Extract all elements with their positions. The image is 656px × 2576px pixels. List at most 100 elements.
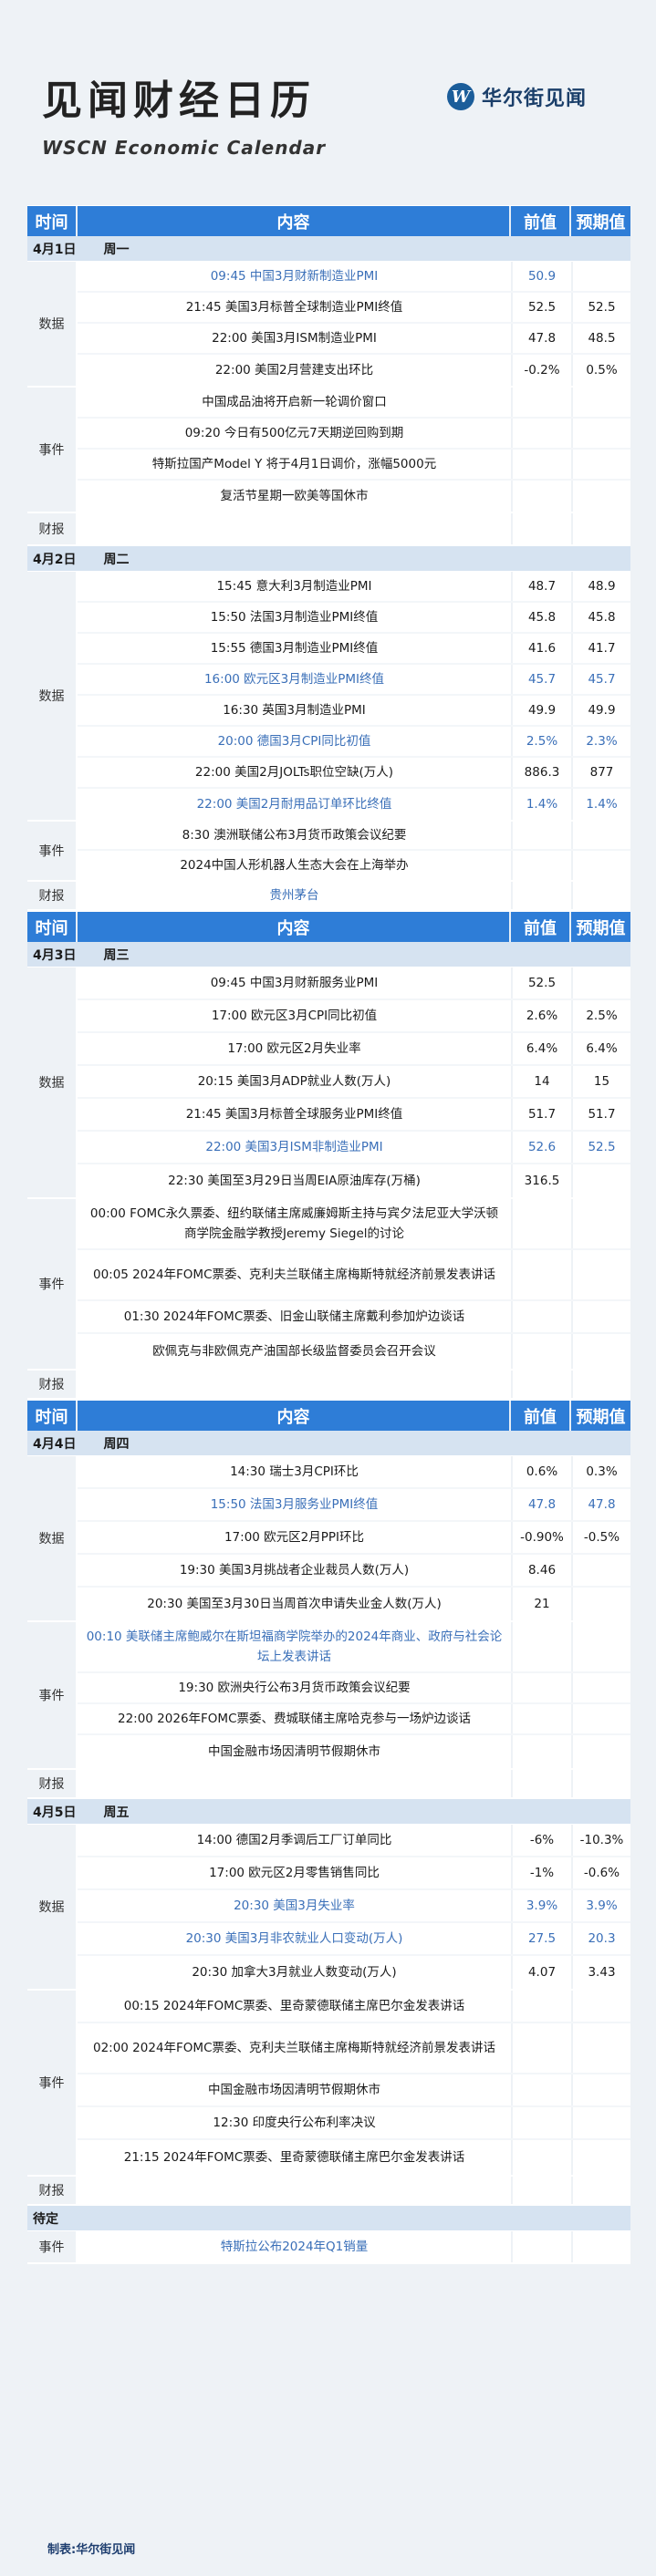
- previous-value: -0.90%: [511, 1522, 571, 1553]
- forecast-value: 2.5%: [571, 1000, 630, 1031]
- day-header: 4月1日 周一: [27, 236, 630, 262]
- calendar-row: 15:50 法国3月制造业PMI终值 45.8 45.8: [78, 603, 630, 634]
- forecast-value: -0.6%: [571, 1857, 630, 1888]
- forecast-value: 45.7: [571, 665, 630, 694]
- category-label: 数据: [27, 572, 78, 820]
- forecast-value: [571, 481, 630, 512]
- category-rows: 14:00 德国2月季调后工厂订单同比 -6% -10.3% 17:00 欧元区2月零…: [78, 1825, 630, 1989]
- event-text: 09:45 中国3月财新服务业PMI: [78, 967, 511, 998]
- event-text: 特斯拉国产Model Y 将于4月1日调价，涨幅5000元: [78, 450, 511, 479]
- event-text: 21:45 美国3月标普全球制造业PMI终值: [78, 293, 511, 322]
- previous-value: [511, 513, 571, 544]
- footer-credit: 制表:华尔街见闻: [47, 2543, 136, 2557]
- forecast-value: 48.5: [571, 324, 630, 353]
- day-section: 时间 内容 前值 预期值 4月1日 周一 数据 09:45 中国3月财新制造业PMI 50.9 2…: [27, 205, 630, 546]
- day-date: 4月1日: [33, 242, 77, 257]
- event-text: 8:30 澳洲联储公布3月货币政策会议纪要: [78, 822, 511, 849]
- previous-value: 8.46: [511, 1555, 571, 1586]
- previous-value: 52.5: [511, 293, 571, 322]
- category-rows: 特斯拉公布2024年Q1销量: [78, 2231, 630, 2262]
- category-label: 数据: [27, 967, 78, 1197]
- column-header-content: 内容: [78, 912, 511, 942]
- calendar-row: 16:00 欧元区3月制造业PMI终值 45.7 45.7: [78, 665, 630, 696]
- previous-value: 49.9: [511, 696, 571, 725]
- previous-value: 886.3: [511, 758, 571, 787]
- forecast-value: 6.4%: [571, 1033, 630, 1064]
- calendar-row: 22:00 美国3月ISM非制造业PMI 52.6 52.5: [78, 1132, 630, 1164]
- calendar-row: 17:00 欧元区2月失业率 6.4% 6.4%: [78, 1033, 630, 1066]
- forecast-value: 52.5: [571, 1132, 630, 1163]
- event-text: 17:00 欧元区2月零售销售同比: [78, 1857, 511, 1888]
- previous-value: [511, 1735, 571, 1768]
- event-text: 中国金融市场因清明节假期休市: [78, 2074, 511, 2105]
- calendar-row: 02:00 2024年FOMC票委、克利夫兰联储主席梅斯特就经济前景发表讲话: [78, 2023, 630, 2074]
- category-label: 财报: [27, 2177, 78, 2204]
- column-header-forecast: 预期值: [576, 1407, 626, 1427]
- category-label: 数据: [27, 1825, 78, 1989]
- forecast-value: 3.43: [571, 1956, 630, 1989]
- event-text: 09:45 中国3月财新制造业PMI: [78, 262, 511, 291]
- category-label: 事件: [27, 1622, 78, 1768]
- calendar-row: 09:45 中国3月财新制造业PMI 50.9: [78, 262, 630, 293]
- column-header-time: 时间: [27, 1401, 78, 1431]
- column-header-content: 内容: [78, 1401, 511, 1431]
- previous-value: [511, 2231, 571, 2262]
- previous-value: 14: [511, 1066, 571, 1097]
- forecast-value: 2.3%: [571, 727, 630, 756]
- previous-value: [511, 2140, 571, 2175]
- event-text: 00:10 美联储主席鲍威尔在斯坦福商学院举办的2024年商业、政府与社会论坛上…: [78, 1622, 511, 1671]
- category-group: 财报 贵州茅台: [27, 882, 630, 911]
- category-label: 事件: [27, 1199, 78, 1369]
- category-group: 数据 14:30 瑞士3月CPI环比 0.6% 0.3% 15:50 法国3月服务业PM…: [27, 1456, 630, 1622]
- forecast-value: [571, 1164, 630, 1197]
- forecast-value: [571, 1555, 630, 1586]
- calendar-row: 00:05 2024年FOMC票委、克利夫兰联储主席梅斯特就经济前景发表讲话: [78, 1250, 630, 1301]
- event-text: 09:20 今日有500亿元7天期逆回购到期: [78, 419, 511, 448]
- previous-value: [511, 2074, 571, 2105]
- calendar-row: 00:15 2024年FOMC票委、里奇蒙德联储主席巴尔金发表讲话: [78, 1991, 630, 2023]
- category-rows: 8:30 澳洲联储公布3月货币政策会议纪要 2024中国人形机器人生态大会在上海举…: [78, 822, 630, 880]
- category-label: 事件: [27, 2231, 78, 2262]
- category-label: 事件: [27, 1991, 78, 2175]
- calendar-row: 19:30 美国3月挑战者企业裁员人数(万人) 8.46: [78, 1555, 630, 1588]
- forecast-value: 3.9%: [571, 1890, 630, 1921]
- calendar-row: 16:30 英国3月制造业PMI 49.9 49.9: [78, 696, 630, 727]
- event-text: 20:30 美国3月失业率: [78, 1890, 511, 1921]
- event-text: [78, 2177, 511, 2204]
- category-rows: 00:00 FOMC永久票委、纽约联储主席威廉姆斯主持与宾夕法尼亚大学沃顿商学院…: [78, 1199, 630, 1369]
- category-rows: 贵州茅台: [78, 882, 630, 909]
- previous-value: 3.9%: [511, 1890, 571, 1921]
- calendar-row: 17:00 欧元区2月PPI环比 -0.90% -0.5%: [78, 1522, 630, 1555]
- category-group: 财报: [27, 1371, 630, 1400]
- calendar-row: 21:45 美国3月标普全球制造业PMI终值 52.5 52.5: [78, 293, 630, 324]
- calendar-row: 22:00 美国2月JOLTs职位空缺(万人) 886.3 877: [78, 758, 630, 789]
- event-text: 14:00 德国2月季调后工厂订单同比: [78, 1825, 511, 1856]
- category-rows: 09:45 中国3月财新制造业PMI 50.9 21:45 美国3月标普全球制造业P…: [78, 262, 630, 386]
- category-rows: 14:30 瑞士3月CPI环比 0.6% 0.3% 15:50 法国3月服务业PMI终…: [78, 1456, 630, 1620]
- event-text: 中国成品油将开启新一轮调价窗口: [78, 388, 511, 417]
- column-header-time: 时间: [27, 912, 78, 942]
- event-text: [78, 1770, 511, 1797]
- forecast-value: 0.5%: [571, 355, 630, 386]
- brand-name: 华尔街见闻: [482, 87, 588, 110]
- event-text: [78, 513, 511, 544]
- calendar-row: 09:45 中国3月财新服务业PMI 52.5: [78, 967, 630, 1000]
- calendar-row: 17:00 欧元区3月CPI同比初值 2.6% 2.5%: [78, 1000, 630, 1033]
- category-group: 事件 中国成品油将开启新一轮调价窗口 09:20 今日有500亿元7天期逆回购到期特…: [27, 388, 630, 513]
- calendar-row: 中国金融市场因清明节假期休市: [78, 1735, 630, 1768]
- event-text: 19:30 美国3月挑战者企业裁员人数(万人): [78, 1555, 511, 1586]
- category-rows: 15:45 意大利3月制造业PMI 48.7 48.9 15:50 法国3月制造业PM…: [78, 572, 630, 820]
- event-text: 15:50 法国3月制造业PMI终值: [78, 603, 511, 632]
- previous-value: 6.4%: [511, 1033, 571, 1064]
- day-date: 4月4日: [33, 1436, 77, 1452]
- previous-value: 27.5: [511, 1923, 571, 1954]
- day-section: 时间 内容 前值 预期值 4月4日 周四 数据 14:30 瑞士3月CPI环比 0.6% 0.3%…: [27, 1400, 630, 1799]
- category-group: 事件 特斯拉公布2024年Q1销量: [27, 2231, 630, 2264]
- calendar-row: 09:20 今日有500亿元7天期逆回购到期: [78, 419, 630, 450]
- page-subtitle: WSCN Economic Calendar: [42, 137, 327, 159]
- event-text: 22:00 美国2月JOLTs职位空缺(万人): [78, 758, 511, 787]
- previous-value: [511, 1704, 571, 1733]
- column-header-prev: 前值: [511, 912, 571, 942]
- day-header: 4月5日 周五: [27, 1799, 630, 1825]
- event-text: 15:55 德国3月制造业PMI终值: [78, 634, 511, 663]
